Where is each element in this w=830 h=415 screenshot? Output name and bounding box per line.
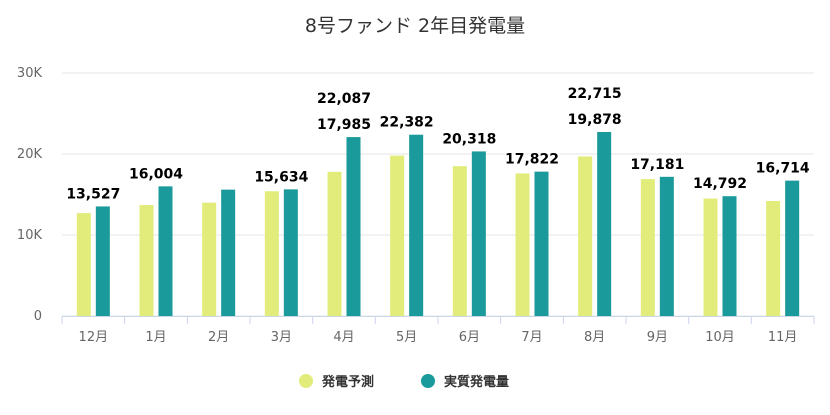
x-tick-label: 10月 <box>705 330 735 345</box>
data-labels: 13,527 16,004 15,634 17,985 22,087 22,382 20,3… <box>65 85 812 204</box>
y-tick-label: 30K <box>17 66 43 81</box>
bar-actual <box>283 189 298 316</box>
bar-forecast <box>327 171 342 316</box>
bar-forecast <box>139 205 154 316</box>
x-tick-label: 4月 <box>333 330 354 345</box>
bar-actual <box>95 206 110 316</box>
bar-actual <box>221 189 236 316</box>
legend-marker <box>299 374 313 388</box>
data-label: 19,878 <box>568 112 622 128</box>
x-tick-label: 6月 <box>459 330 480 345</box>
x-tick-label: 12月 <box>79 330 109 345</box>
bar-actual <box>785 180 800 316</box>
bar-forecast <box>766 200 781 316</box>
bar-forecast <box>703 198 718 316</box>
y-tick-label: 0 <box>34 309 42 324</box>
x-tick-label: 9月 <box>647 330 668 345</box>
data-label: 22,715 <box>568 86 622 102</box>
bar-forecast <box>452 166 467 316</box>
x-tick-label: 2月 <box>208 330 229 345</box>
bar-forecast <box>264 191 279 316</box>
gridlines <box>62 72 814 317</box>
data-label: 16,004 <box>129 166 183 182</box>
x-tick-label: 1月 <box>145 330 166 345</box>
bar-actual <box>597 132 612 316</box>
data-label: 16,714 <box>756 161 810 177</box>
bar-actual <box>158 186 173 316</box>
bar-actual <box>659 176 674 316</box>
bar-forecast <box>202 202 217 316</box>
bar-actual <box>534 171 549 316</box>
bars <box>76 132 800 316</box>
bar-forecast <box>390 155 405 316</box>
bar-forecast <box>578 156 593 316</box>
bar-forecast <box>640 179 655 316</box>
data-label: 22,382 <box>380 115 434 131</box>
bar-actual <box>346 137 361 316</box>
x-tick-label: 11月 <box>768 330 798 345</box>
x-axis: 12月 1月 2月 3月 4月 5月 6月 7月 8月 9月 10月 11月 <box>61 316 815 345</box>
bar-forecast <box>76 213 91 316</box>
bar-actual <box>409 134 424 316</box>
legend: 発電予測 実質発電量 <box>299 374 509 390</box>
bar-actual <box>722 196 737 316</box>
legend-marker <box>421 374 435 388</box>
legend-label: 実質発電量 <box>444 374 509 390</box>
data-label: 13,527 <box>66 186 120 202</box>
data-label: 17,822 <box>505 152 559 168</box>
data-label: 22,087 <box>317 91 371 107</box>
x-tick-label: 3月 <box>271 330 292 345</box>
x-tick-label: 8月 <box>584 330 605 345</box>
y-axis-ticks: 0 10K 20K 30K <box>17 66 43 324</box>
data-label: 17,985 <box>317 117 371 133</box>
data-label: 15,634 <box>254 169 308 185</box>
data-label: 14,792 <box>693 176 747 192</box>
x-tick-label: 5月 <box>396 330 417 345</box>
x-tick-label: 7月 <box>521 330 542 345</box>
bar-actual <box>471 151 486 316</box>
data-label: 20,318 <box>442 131 496 147</box>
data-label: 17,181 <box>630 157 684 173</box>
chart-title: 8号ファンド 2年目発電量 <box>305 15 525 37</box>
bar-forecast <box>515 173 530 316</box>
y-tick-label: 20K <box>17 147 43 162</box>
y-tick-label: 10K <box>17 228 43 243</box>
legend-label: 発電予測 <box>321 374 374 390</box>
